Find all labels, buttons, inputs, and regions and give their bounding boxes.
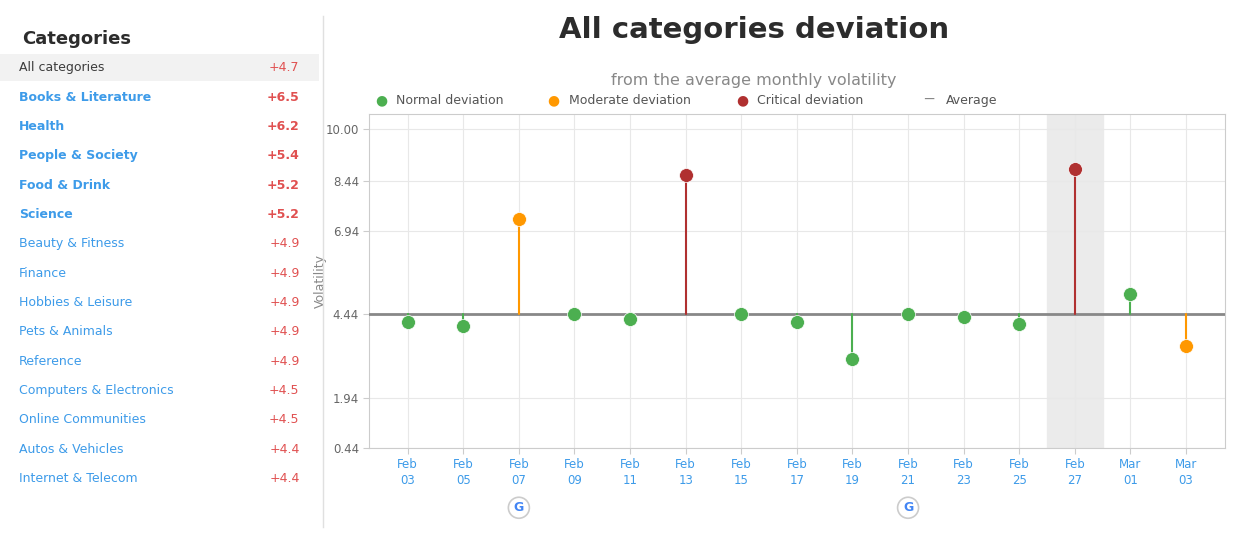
Text: +4.4: +4.4 — [269, 443, 300, 456]
Text: +4.4: +4.4 — [269, 472, 300, 485]
Text: G: G — [902, 501, 914, 514]
Text: Online Communities: Online Communities — [19, 413, 146, 426]
Text: Finance: Finance — [19, 267, 68, 280]
Text: Normal deviation: Normal deviation — [396, 94, 504, 107]
Text: Pets & Animals: Pets & Animals — [19, 325, 112, 338]
Bar — [1048, 114, 1102, 448]
Text: +4.9: +4.9 — [269, 296, 300, 309]
Text: Food & Drink: Food & Drink — [19, 179, 110, 192]
Text: People & Society: People & Society — [19, 149, 138, 162]
Text: Internet & Telecom: Internet & Telecom — [19, 472, 138, 485]
Text: Reference: Reference — [19, 355, 82, 368]
Text: +6.2: +6.2 — [268, 120, 300, 133]
Text: Computers & Electronics: Computers & Electronics — [19, 384, 174, 397]
Text: Science: Science — [19, 208, 72, 221]
Text: Moderate deviation: Moderate deviation — [569, 94, 691, 107]
Text: +4.9: +4.9 — [269, 237, 300, 250]
Text: ●: ● — [548, 93, 560, 108]
Text: G: G — [514, 501, 524, 514]
Text: Categories: Categories — [22, 30, 131, 48]
Text: from the average monthly volatility: from the average monthly volatility — [611, 73, 896, 89]
Text: ●: ● — [736, 93, 748, 108]
Text: Hobbies & Leisure: Hobbies & Leisure — [19, 296, 132, 309]
Text: +4.5: +4.5 — [269, 413, 300, 426]
Y-axis label: Volatility: Volatility — [314, 254, 326, 308]
Text: +6.5: +6.5 — [268, 91, 300, 104]
Text: +5.2: +5.2 — [266, 179, 300, 192]
Text: Health: Health — [19, 120, 65, 133]
Text: ●: ● — [375, 93, 388, 108]
Text: +4.5: +4.5 — [269, 384, 300, 397]
Text: +4.9: +4.9 — [269, 355, 300, 368]
Text: +4.7: +4.7 — [269, 61, 300, 74]
Text: ─: ─ — [924, 92, 934, 107]
Bar — [0, 54, 319, 81]
Text: +5.4: +5.4 — [266, 149, 300, 162]
Text: All categories: All categories — [19, 61, 105, 74]
Text: Books & Literature: Books & Literature — [19, 91, 151, 104]
Text: Autos & Vehicles: Autos & Vehicles — [19, 443, 124, 456]
Text: +4.9: +4.9 — [269, 325, 300, 338]
Text: Beauty & Fitness: Beauty & Fitness — [19, 237, 125, 250]
Text: +5.2: +5.2 — [266, 208, 300, 221]
Text: +4.9: +4.9 — [269, 267, 300, 280]
Text: Critical deviation: Critical deviation — [758, 94, 864, 107]
Text: All categories deviation: All categories deviation — [559, 16, 949, 45]
Text: Average: Average — [945, 94, 998, 107]
